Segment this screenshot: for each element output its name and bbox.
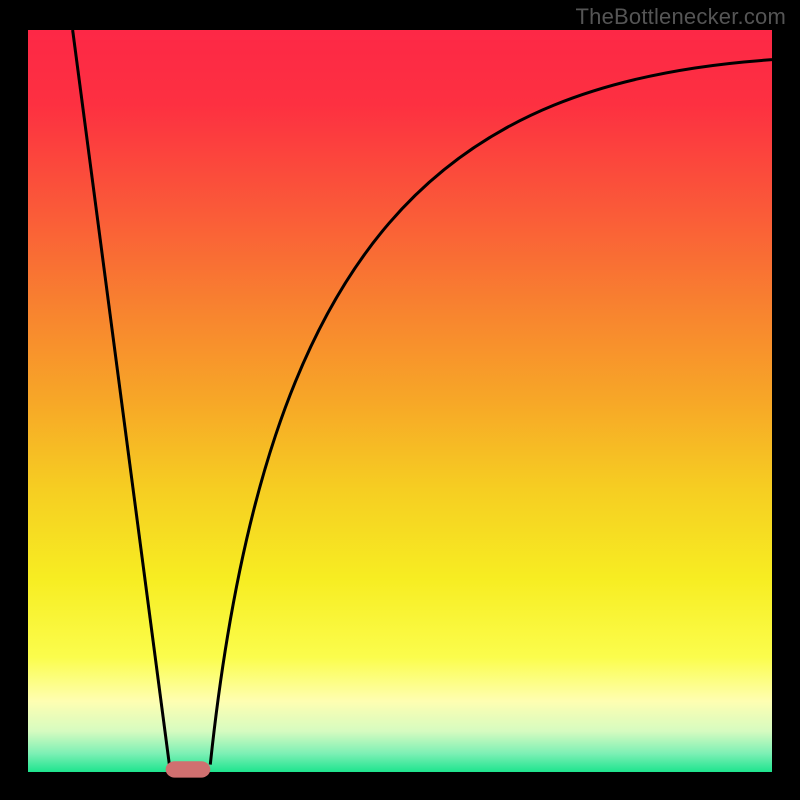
watermark-text: TheBottlenecker.com xyxy=(576,4,786,30)
chart-root: TheBottlenecker.com xyxy=(0,0,800,800)
chart-svg xyxy=(0,0,800,800)
